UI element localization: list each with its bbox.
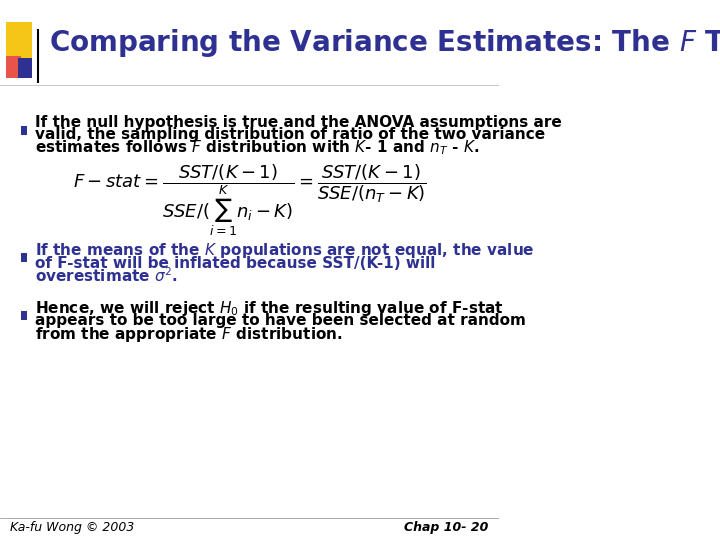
Text: of F-stat will be inflated because SST/(K-1) will: of F-stat will be inflated because SST/(…: [35, 255, 435, 271]
Text: $F - stat = \dfrac{SST/(K-1)}{SSE/(\sum_{i=1}^{K} n_i - K)} = \dfrac{SST/(K-1)}{: $F - stat = \dfrac{SST/(K-1)}{SSE/(\sum_…: [73, 163, 426, 238]
Text: overestimate $\sigma^2$.: overestimate $\sigma^2$.: [35, 267, 178, 285]
FancyBboxPatch shape: [6, 22, 32, 60]
FancyBboxPatch shape: [21, 126, 27, 135]
Text: Comparing the Variance Estimates: The $\mathit{F}$ Test: Comparing the Variance Estimates: The $\…: [48, 27, 720, 59]
Text: If the null hypothesis is true and the ANOVA assumptions are: If the null hypothesis is true and the A…: [35, 114, 562, 130]
FancyBboxPatch shape: [6, 56, 21, 78]
Text: appears to be too large to have been selected at random: appears to be too large to have been sel…: [35, 314, 526, 328]
Text: estimates follows $\mathit{F}$ distribution with $\mathit{K}$- 1 and $n_{\mathit: estimates follows $\mathit{F}$ distribut…: [35, 139, 479, 157]
FancyBboxPatch shape: [21, 253, 27, 262]
Text: valid, the sampling distribution of ratio of the two variance: valid, the sampling distribution of rati…: [35, 127, 545, 143]
Text: Hence, we will reject $\mathit{H_0}$ if the resulting value of F-stat: Hence, we will reject $\mathit{H_0}$ if …: [35, 299, 503, 318]
FancyBboxPatch shape: [18, 58, 32, 78]
Text: Chap 10- 20: Chap 10- 20: [405, 522, 489, 535]
Text: from the appropriate $\mathit{F}$ distribution.: from the appropriate $\mathit{F}$ distri…: [35, 325, 343, 343]
Text: Ka-fu Wong © 2003: Ka-fu Wong © 2003: [10, 522, 135, 535]
Text: If the means of the $\mathit{K}$ populations are not equal, the value: If the means of the $\mathit{K}$ populat…: [35, 240, 534, 260]
FancyBboxPatch shape: [21, 311, 27, 320]
